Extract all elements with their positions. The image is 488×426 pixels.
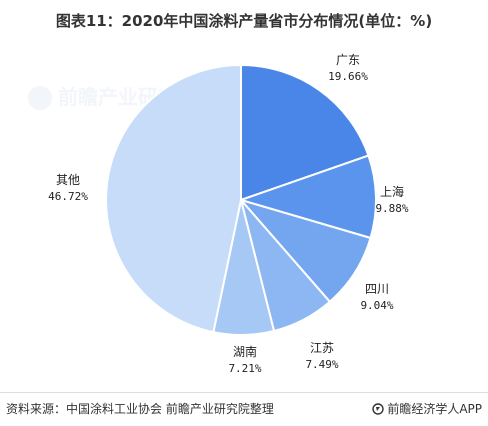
slice-label-value: 7.21%: [228, 362, 261, 375]
slice-label-name: 上海: [380, 184, 404, 199]
slice-label-name: 广东: [336, 53, 360, 67]
pie-slice-1: [237, 154, 377, 240]
slice-label-name: 其他: [56, 173, 80, 187]
chart-title: 图表11：2020年中国涂料产量省市分布情况(单位：%): [55, 12, 433, 30]
brand-icon: [372, 402, 385, 415]
slice-label-name: 四川: [365, 282, 389, 296]
pie-chart: 前瞻产业研究 广东19.66%上海9.88%四川9.04%江苏7.49%湖南7.…: [28, 53, 409, 375]
slice-label-name: 湖南: [233, 344, 257, 359]
pie-slices: [105, 63, 377, 336]
pie-labels: 广东 19.66% 上海 9.88% 四川 9.04% 江苏 7.49% 湖南 7.21% 其他 46…: [48, 53, 409, 375]
slice-label-value: 19.66%: [328, 70, 368, 83]
brand-name: 前瞻经济学人APP: [387, 402, 482, 416]
pie-slice-5: [105, 63, 242, 334]
footer-divider: [0, 392, 488, 393]
slice-label-value: 7.49%: [305, 358, 338, 371]
source-note: 资料来源：中国涂料工业协会 前瞻产业研究院整理: [6, 402, 274, 416]
watermark-logo-icon: [28, 86, 52, 110]
slice-label-name: 江苏: [310, 341, 334, 355]
slice-label-value: 46.72%: [48, 190, 88, 203]
slice-label-value: 9.04%: [360, 299, 393, 312]
brand-credit: 前瞻经济学人APP: [372, 400, 482, 417]
slice-label-value: 9.88%: [375, 202, 408, 215]
